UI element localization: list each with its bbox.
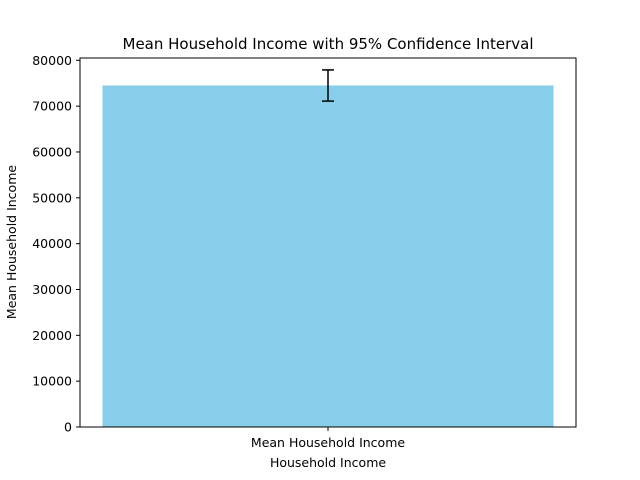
y-tick-label: 10000 <box>32 374 72 389</box>
y-tick-label: 0 <box>64 420 72 435</box>
bars-layer <box>102 85 554 427</box>
y-tick-label: 70000 <box>32 99 72 114</box>
y-tick-label: 30000 <box>32 282 72 297</box>
y-tick-label: 60000 <box>32 144 72 159</box>
y-axis-label: Mean Household Income <box>4 165 19 319</box>
chart-title: Mean Household Income with 95% Confidenc… <box>123 35 534 53</box>
y-tick-label: 50000 <box>32 190 72 205</box>
x-axis-label: Household Income <box>270 455 386 470</box>
y-axis-ticks: 0 10000 20000 30000 40000 50000 60000 70000 8000… <box>32 53 80 435</box>
x-axis-ticks: Mean Household Income <box>251 427 405 450</box>
bar <box>102 85 554 427</box>
error-bars-layer <box>322 69 334 102</box>
y-tick-label: 40000 <box>32 236 72 251</box>
x-tick-label: Mean Household Income <box>251 435 405 450</box>
y-tick-label: 20000 <box>32 328 72 343</box>
y-tick-label: 80000 <box>32 53 72 68</box>
